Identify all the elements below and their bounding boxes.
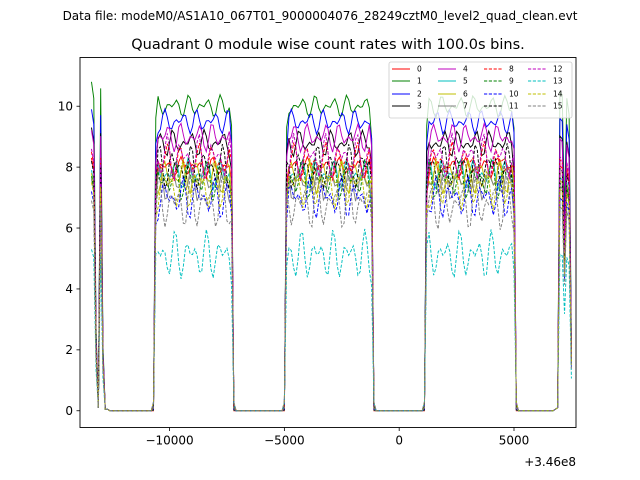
legend-label-2: 2 xyxy=(417,90,422,99)
legend-label-4: 4 xyxy=(463,65,468,74)
y-tick-label: 4 xyxy=(65,282,73,296)
x-tick-label: −10000 xyxy=(145,434,193,448)
legend-frame xyxy=(388,61,573,119)
legend-label-10: 10 xyxy=(509,90,519,99)
y-tick-label: 8 xyxy=(65,160,73,174)
x-tick-label: −5000 xyxy=(264,434,305,448)
series-line-3 xyxy=(91,127,572,412)
series-line-12 xyxy=(91,132,572,412)
legend-label-13: 13 xyxy=(553,77,563,86)
legend-label-7: 7 xyxy=(463,102,468,111)
chart-suptitle: Data file: modeM0/AS1A10_067T01_90000040… xyxy=(63,9,578,23)
series-line-9 xyxy=(91,157,572,412)
y-tick-label: 6 xyxy=(65,221,73,235)
y-axis: 0 2 4 6 8 10 xyxy=(58,100,80,418)
x-offset-label: +3.46e8 xyxy=(524,455,576,469)
legend-label-9: 9 xyxy=(509,77,514,86)
legend-label-12: 12 xyxy=(553,65,563,74)
y-tick-label: 0 xyxy=(65,404,73,418)
legend-label-6: 6 xyxy=(463,90,468,99)
series-line-11 xyxy=(91,143,572,412)
legend-label-0: 0 xyxy=(417,65,422,74)
chart-title: Quadrant 0 module wise count rates with … xyxy=(131,37,525,53)
plot-frame xyxy=(79,57,577,428)
series-line-8 xyxy=(91,141,572,412)
series-line-10 xyxy=(91,174,572,412)
x-tick-label: 0 xyxy=(395,434,403,448)
y-tick-label: 10 xyxy=(58,100,73,114)
series-layer xyxy=(91,81,572,412)
legend-label-14: 14 xyxy=(553,90,563,99)
x-axis: −10000 −5000 0 5000 xyxy=(145,427,530,448)
series-line-15 xyxy=(91,174,572,412)
series-line-2 xyxy=(91,107,572,412)
series-line-14 xyxy=(91,157,572,412)
legend-label-3: 3 xyxy=(417,102,422,111)
y-tick-label: 2 xyxy=(65,343,73,357)
legend-label-1: 1 xyxy=(417,77,422,86)
series-line-4 xyxy=(91,122,572,412)
legend-label-15: 15 xyxy=(553,102,563,111)
legend-label-11: 11 xyxy=(509,102,519,111)
x-tick-label: 5000 xyxy=(499,434,530,448)
legend-label-5: 5 xyxy=(463,77,468,86)
legend-label-8: 8 xyxy=(509,65,514,74)
